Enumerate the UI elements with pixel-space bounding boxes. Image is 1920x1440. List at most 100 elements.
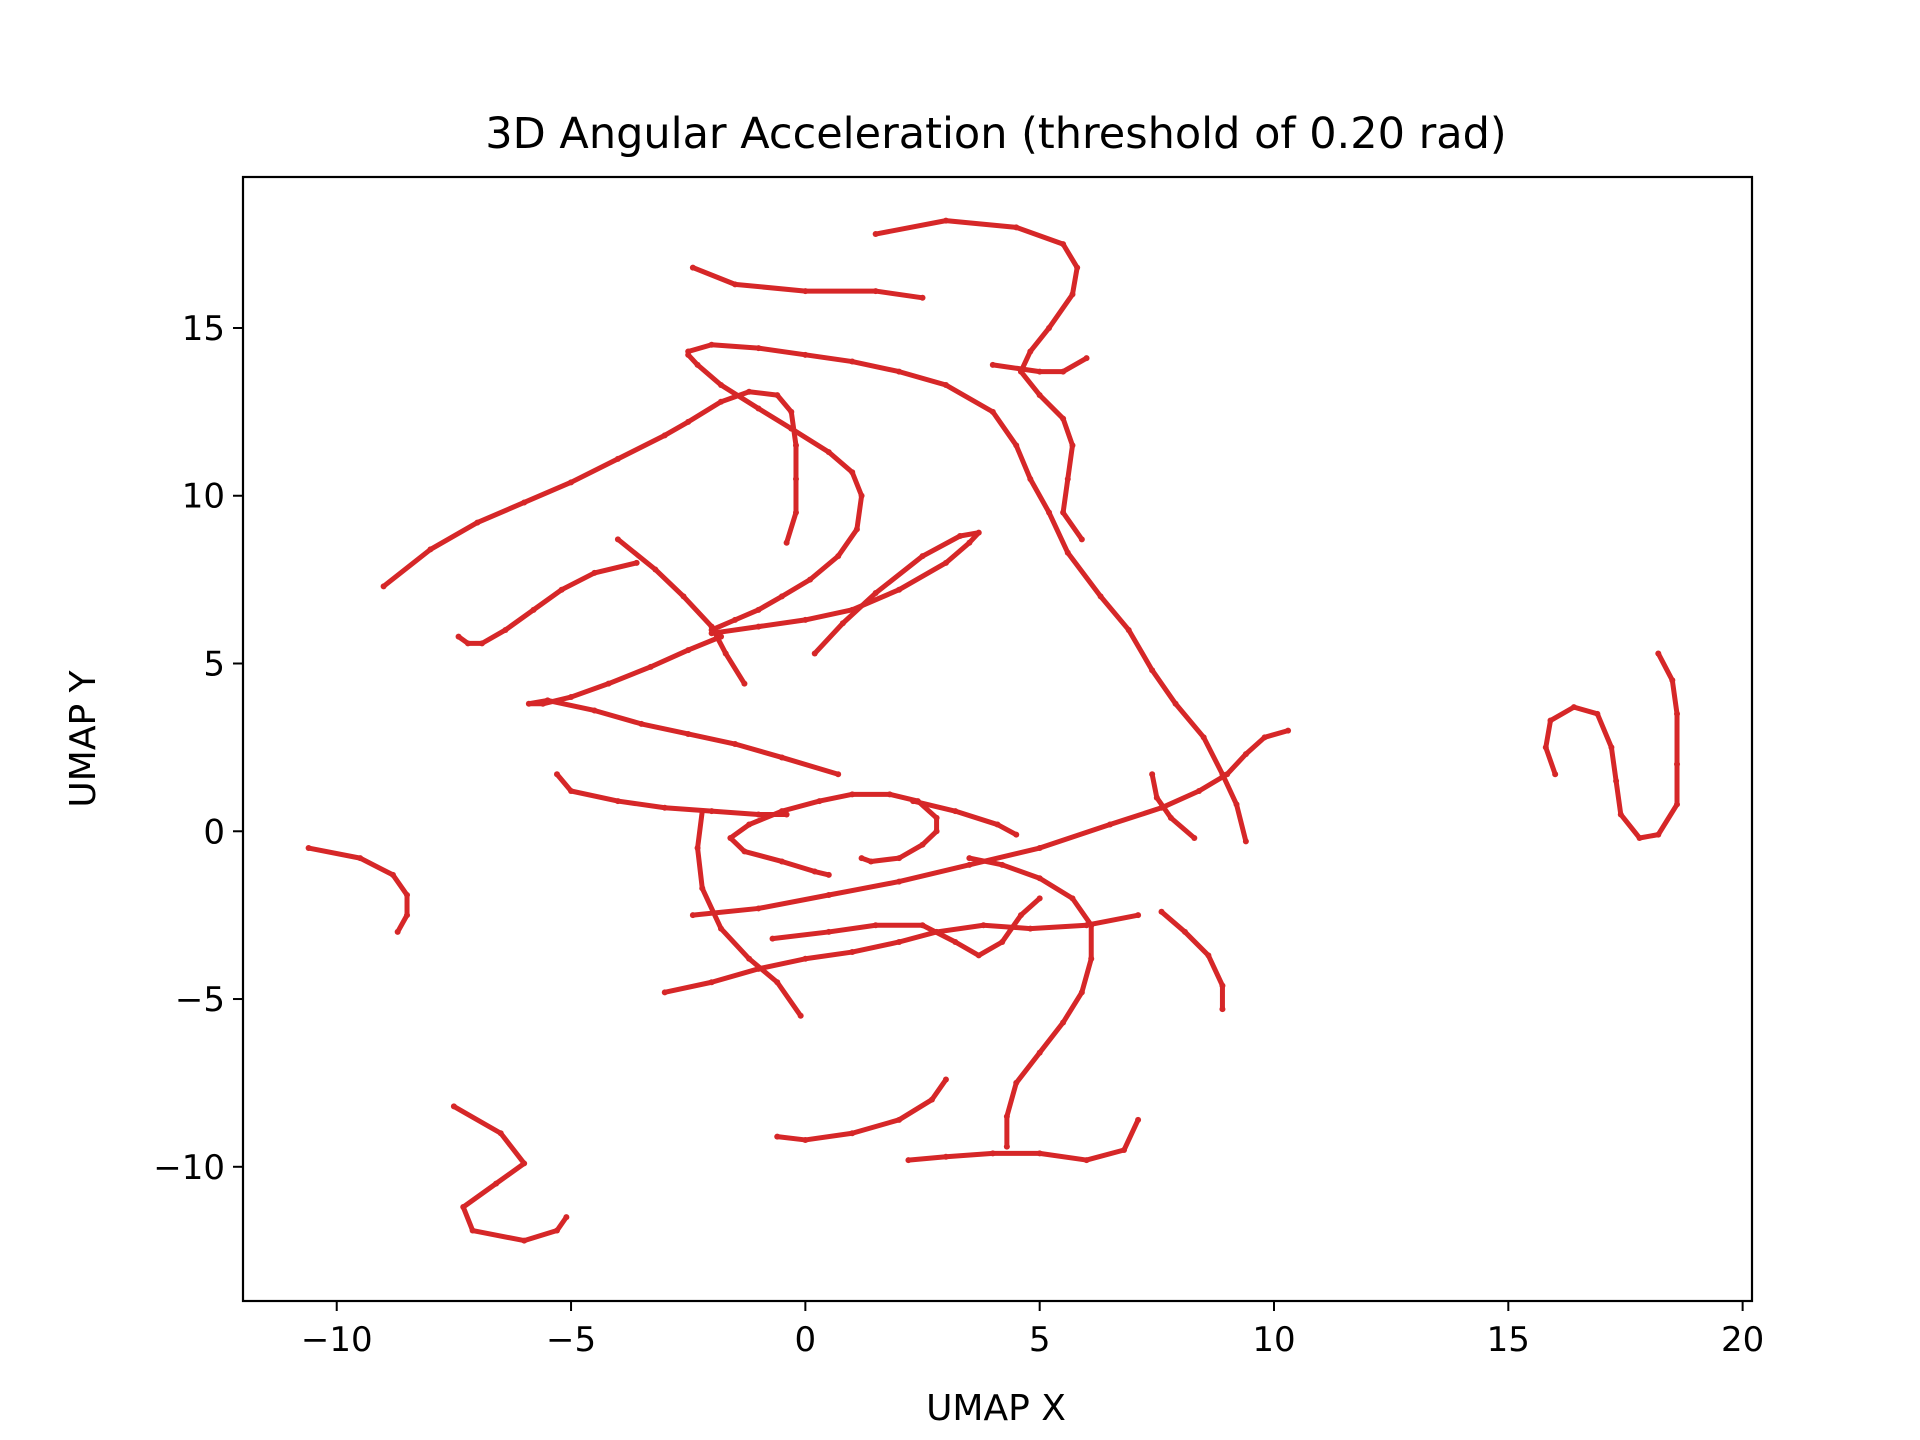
trajectory-segment (474, 499, 527, 526)
series-6 (380, 388, 799, 590)
data-point (1149, 771, 1156, 778)
trajectory-segment (521, 479, 574, 505)
data-point (647, 663, 654, 670)
data-point (1003, 1143, 1010, 1150)
trajectory-segment (1262, 728, 1291, 740)
trajectory-segment (709, 617, 738, 633)
data-point (825, 449, 832, 456)
series-9 (708, 529, 982, 657)
trajectory-segment (718, 389, 752, 405)
trajectory-segment (545, 697, 597, 713)
trajectory-segment (868, 855, 902, 864)
data-point (727, 834, 734, 841)
data-point (980, 922, 987, 929)
trajectory-segment (690, 905, 761, 918)
trajectory-segment (1543, 744, 1558, 777)
trajectory-segment (395, 912, 410, 935)
data-point (774, 1133, 781, 1140)
trajectory-segment (873, 553, 926, 596)
data-point (952, 808, 959, 815)
data-point (999, 938, 1006, 945)
x-tick-label: −5 (546, 1320, 596, 1360)
trajectory-segment (723, 650, 747, 687)
series-11 (553, 771, 790, 818)
trajectory-segment (1234, 801, 1249, 844)
trajectory-segment (732, 607, 761, 623)
data-point (568, 694, 575, 701)
trajectory-segment (920, 828, 940, 848)
data-point (942, 1076, 949, 1083)
data-point (896, 878, 903, 885)
data-point (1121, 1147, 1128, 1154)
trajectory-segment (755, 593, 785, 613)
trajectory-segment (1121, 1117, 1141, 1153)
series-2 (989, 355, 1090, 375)
trajectory-segment (784, 510, 799, 546)
data-point (910, 798, 917, 805)
data-point (525, 700, 532, 707)
trajectory-segment (755, 406, 794, 432)
data-point (1064, 549, 1071, 556)
data-point (1069, 442, 1076, 449)
trajectory-segment (849, 469, 865, 499)
data-point (825, 928, 832, 935)
trajectory-segment (638, 721, 691, 737)
series-22 (774, 1076, 949, 1143)
trajectory-segment (1201, 734, 1225, 777)
data-point (1261, 734, 1268, 741)
trajectory-segment (1173, 701, 1207, 740)
data-point (1106, 821, 1113, 828)
trajectory-segment (1069, 265, 1080, 297)
data-point (896, 586, 903, 593)
trajectory-segment (652, 567, 687, 599)
trajectory-segment (1037, 1020, 1066, 1056)
data-point (394, 928, 401, 935)
data-point (638, 720, 645, 727)
data-point (919, 294, 926, 301)
trajectory-segment (1107, 805, 1165, 828)
y-axis-label: UMAP Y (63, 669, 104, 807)
trajectory-segment (774, 392, 794, 415)
trajectory-segment (709, 966, 761, 985)
data-point (689, 912, 696, 919)
data-point (928, 1096, 935, 1103)
data-point (783, 539, 790, 546)
trajectory-segment (1126, 627, 1155, 673)
y-tick-label: 0 (203, 812, 225, 852)
data-point (558, 586, 565, 593)
trajectory-segment (840, 590, 879, 626)
trajectory-segment (802, 949, 855, 962)
data-point (872, 288, 879, 295)
trajectory-segment (709, 624, 761, 636)
trajectory-segment (873, 218, 949, 237)
data-point (427, 546, 434, 553)
data-point (614, 455, 621, 462)
data-point (1669, 677, 1676, 684)
trajectory-segment (990, 362, 1043, 375)
trajectory-segment (896, 1097, 935, 1123)
data-point (661, 432, 668, 439)
data-point (1608, 744, 1615, 751)
data-point (732, 281, 739, 288)
trajectory-segment (1027, 476, 1052, 516)
trajectory-segment (1013, 442, 1033, 482)
data-point (872, 590, 879, 597)
data-point (905, 1157, 912, 1164)
trajectory-segment (746, 808, 785, 828)
data-point (1083, 1157, 1090, 1164)
data-point (746, 955, 753, 962)
trajectory-segment (896, 369, 949, 388)
data-point (1060, 415, 1067, 422)
series-21 (1158, 908, 1226, 1013)
trajectory-segment (732, 741, 785, 760)
trajectory-segment (1060, 476, 1071, 516)
data-point (1674, 801, 1681, 808)
trajectory-segment (746, 389, 780, 398)
data-point (539, 700, 546, 707)
trajectory-segment (709, 342, 761, 351)
data-point (867, 858, 874, 865)
data-point (404, 892, 411, 899)
trajectory-segment (807, 553, 841, 583)
series-4 (685, 341, 1249, 845)
data-point (1036, 875, 1043, 882)
